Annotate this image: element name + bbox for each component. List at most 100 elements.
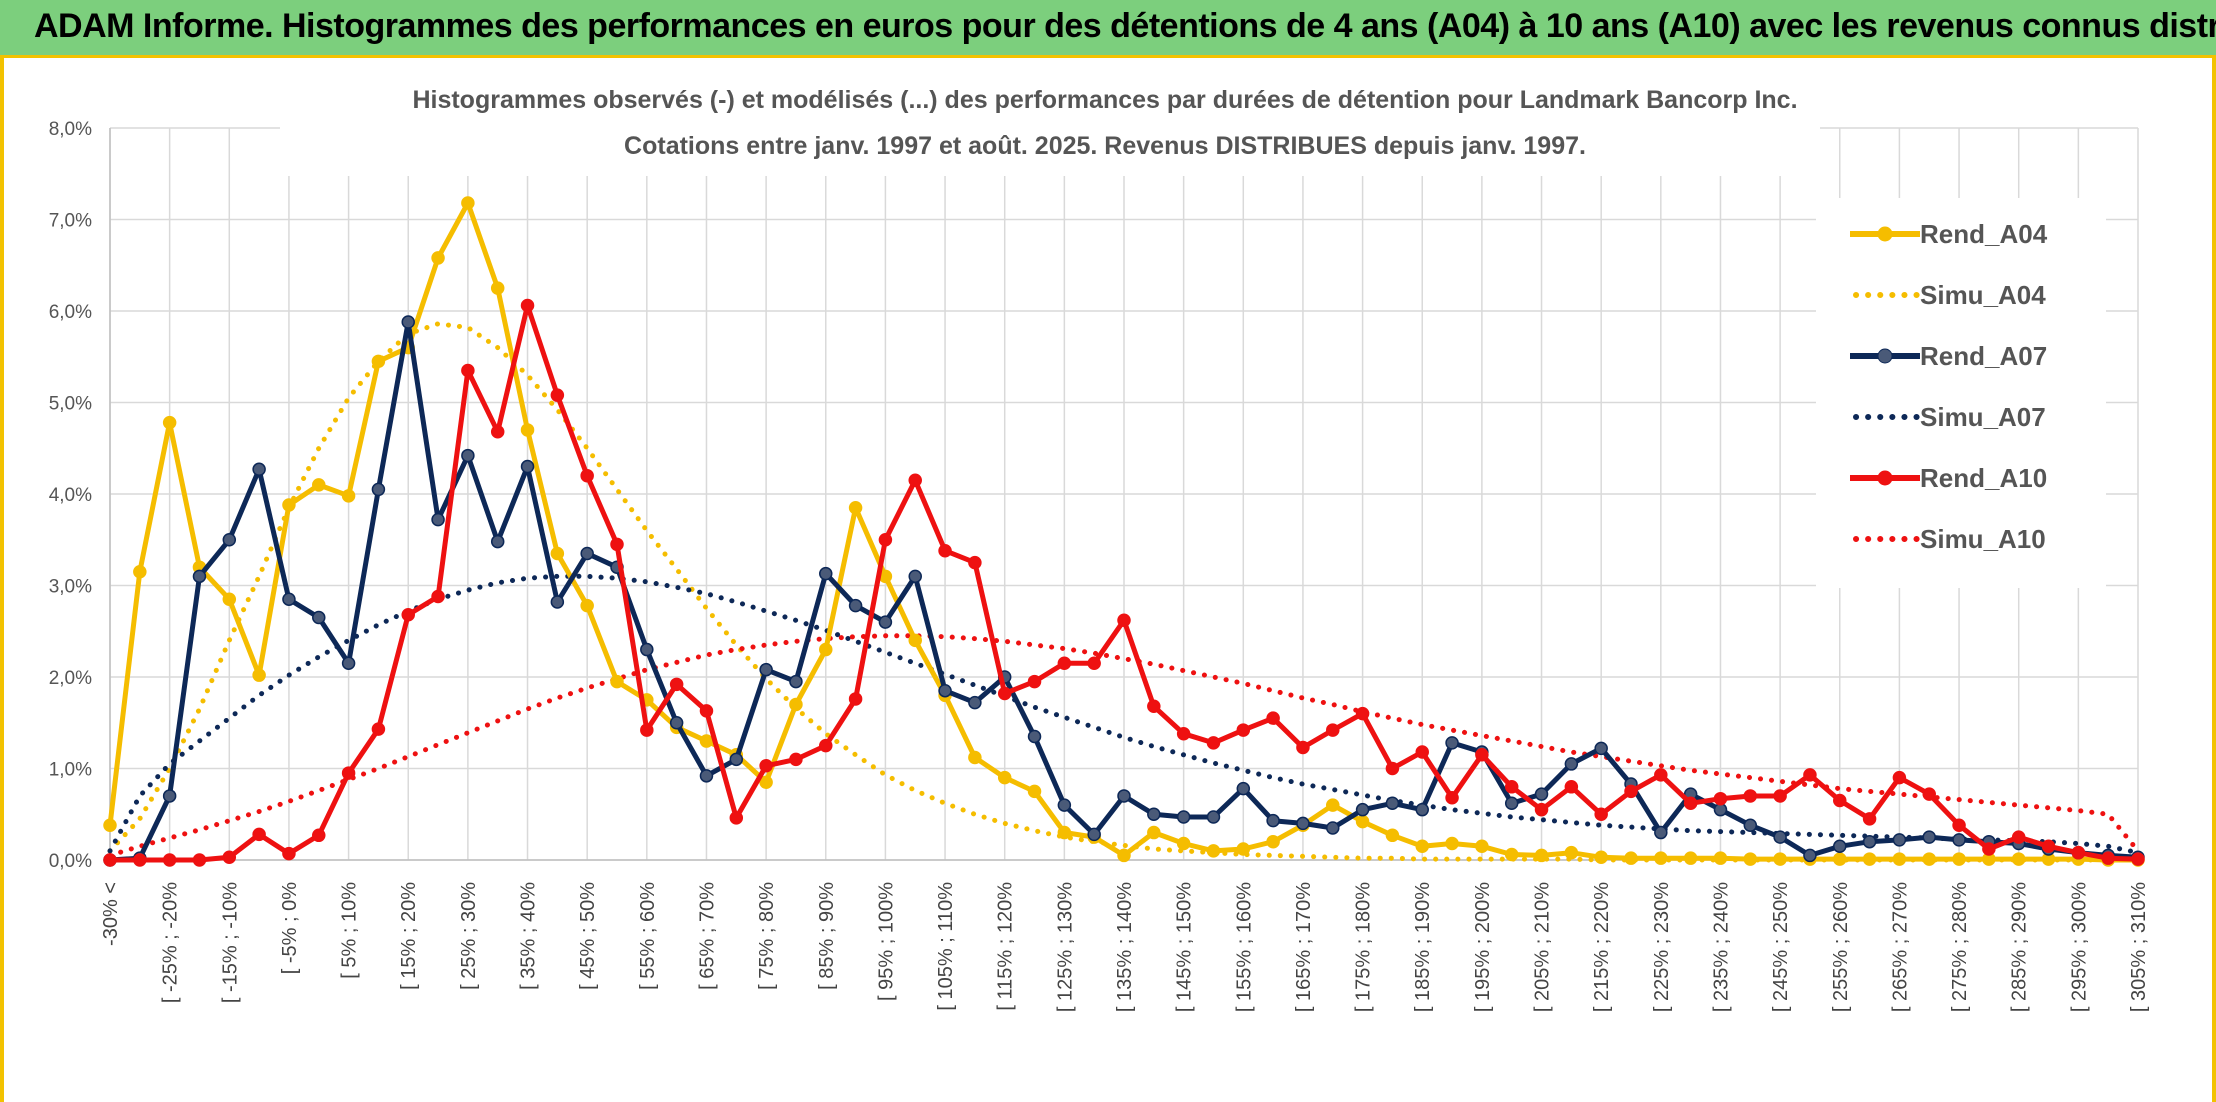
data-point-rend-a04: [1654, 851, 1668, 865]
data-point-rend-a07: [1922, 830, 1936, 844]
x-tick-label: [ 55% ; 60%: [637, 882, 659, 990]
data-point-rend-a04: [520, 423, 535, 437]
data-point-rend-a04: [490, 281, 505, 295]
data-point-rend-a10: [431, 589, 445, 604]
series-layer: [103, 196, 2145, 867]
data-point-rend-a07: [371, 482, 386, 497]
series-simu-a10: [107, 633, 2141, 858]
data-point-rend-a04: [1743, 852, 1758, 866]
data-point-rend-a07: [222, 533, 237, 547]
data-point-rend-a10: [669, 677, 684, 692]
data-point-rend-a10: [401, 608, 415, 622]
x-tick-label: [ 15% ; 20%: [398, 882, 420, 990]
data-point-rend-a07: [341, 656, 356, 671]
data-point-rend-a07: [1773, 830, 1787, 844]
x-tick-label: [ 155% ; 160%: [1233, 882, 1255, 1012]
data-point-rend-a07: [1206, 810, 1221, 824]
data-point-rend-a04: [1027, 784, 1042, 799]
data-point-rend-a07: [1862, 834, 1877, 849]
data-point-rend-a04: [789, 697, 803, 712]
data-point-rend-a10: [162, 853, 177, 867]
legend-label: Simu_A07: [1920, 402, 2046, 432]
data-point-rend-a07: [1833, 839, 1847, 854]
x-tick-label: [ 165% ; 170%: [1293, 882, 1315, 1012]
data-point-rend-a10: [1594, 807, 1608, 821]
data-point-rend-a04: [1952, 852, 1966, 866]
data-point-rend-a04: [1385, 828, 1400, 843]
legend-marker: [1877, 470, 1893, 486]
data-point-rend-a10: [1236, 723, 1251, 737]
x-tick-label: [ 225% ; 230%: [1651, 882, 1673, 1012]
data-point-rend-a10: [1445, 791, 1459, 805]
chart-title-background: [280, 70, 1820, 176]
data-point-rend-a04: [1833, 852, 1847, 866]
data-point-rend-a04: [1236, 842, 1251, 856]
data-point-rend-a10: [1504, 780, 1519, 794]
data-point-rend-a07: [1713, 802, 1728, 817]
data-point-rend-a07: [1027, 729, 1042, 744]
x-tick-label: [ 85% ; 90%: [816, 882, 838, 990]
data-point-rend-a07: [1594, 741, 1608, 756]
data-point-rend-a07: [729, 752, 744, 767]
data-point-rend-a04: [1713, 851, 1728, 865]
x-tick-label: [ 45% ; 50%: [577, 882, 599, 990]
data-point-rend-a10: [1713, 791, 1728, 806]
x-tick-label: [ 285% ; 290%: [2009, 882, 2031, 1012]
banner: ADAM Informe. Histogrammes des performan…: [0, 0, 2216, 58]
data-point-rend-a04: [1475, 839, 1489, 854]
data-point-rend-a10: [789, 752, 803, 767]
data-point-rend-a04: [1117, 848, 1131, 863]
x-tick-label: [ -15% ; -10%: [219, 882, 241, 1003]
data-point-rend-a07: [1743, 818, 1758, 832]
legend: Rend_A04 Simu_A04 Rend_A07 Simu_A07 Rend_A10…: [1816, 198, 2106, 588]
data-point-rend-a10: [938, 543, 952, 558]
data-point-rend-a10: [312, 828, 326, 843]
legend-entry-rend-a10: Rend_A10: [1850, 463, 2047, 493]
data-point-rend-a04: [461, 196, 475, 210]
data-point-rend-a04: [312, 478, 326, 492]
legend-entry-simu-a07: Simu_A07: [1853, 402, 2046, 432]
x-tick-label: [ 305% ; 310%: [2128, 882, 2150, 1012]
x-tick-label: [ 265% ; 270%: [1889, 882, 1911, 1012]
data-point-rend-a07: [819, 566, 833, 581]
data-point-rend-a10: [1803, 768, 1817, 782]
x-tick-label: [ 205% ; 210%: [1532, 882, 1554, 1012]
data-point-rend-a10: [2041, 839, 2056, 854]
data-point-rend-a04: [1326, 798, 1340, 812]
x-tick-label: [ 275% ; 280%: [1949, 882, 1971, 1012]
data-point-rend-a07: [1176, 810, 1191, 824]
data-point-rend-a04: [848, 500, 863, 515]
data-point-rend-a04: [133, 565, 147, 579]
legend-label: Rend_A10: [1920, 463, 2047, 493]
data-point-rend-a04: [699, 734, 714, 748]
data-point-rend-a04: [1445, 836, 1459, 851]
data-point-rend-a04: [610, 674, 624, 689]
data-point-rend-a10: [1892, 770, 1907, 785]
data-point-rend-a07: [1266, 813, 1280, 828]
data-point-rend-a07: [848, 598, 863, 613]
series-line-simu-a07: [107, 573, 2141, 856]
x-tick-label: [ 35% ; 40%: [518, 882, 540, 990]
data-point-rend-a07: [968, 695, 982, 710]
data-point-rend-a07: [401, 315, 415, 329]
data-point-rend-a10: [490, 425, 505, 439]
legend-background: [1816, 198, 2106, 588]
data-point-rend-a10: [1683, 796, 1698, 811]
legend-label: Simu_A10: [1920, 524, 2046, 554]
data-point-rend-a10: [371, 722, 386, 736]
data-point-rend-a10: [2011, 830, 2026, 844]
data-point-rend-a07: [1117, 789, 1131, 803]
data-point-rend-a10: [341, 766, 356, 780]
data-point-rend-a04: [550, 546, 565, 561]
data-point-rend-a10: [1982, 842, 1996, 856]
y-tick-label: 7,0%: [49, 211, 92, 232]
data-point-rend-a10: [1027, 674, 1042, 689]
data-point-rend-a07: [1057, 798, 1072, 812]
legend-marker: [1877, 226, 1893, 242]
x-tick-label: [ 145% ; 150%: [1174, 882, 1196, 1012]
data-point-rend-a04: [1206, 844, 1221, 858]
data-point-rend-a07: [1147, 807, 1161, 821]
data-point-rend-a07: [1892, 833, 1907, 847]
x-tick-label: -30% <: [100, 882, 122, 946]
data-point-rend-a10: [2101, 851, 2115, 865]
